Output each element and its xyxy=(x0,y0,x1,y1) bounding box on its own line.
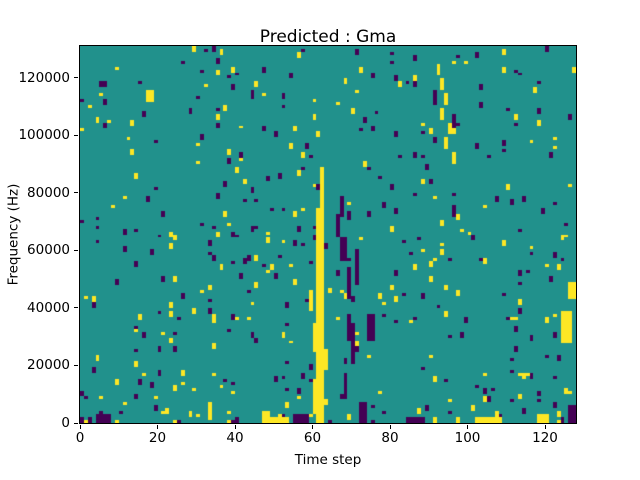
heatmap-plot-area xyxy=(79,45,577,424)
x-tick-label: 60 xyxy=(303,430,322,446)
x-tick-label: 20 xyxy=(148,430,167,446)
x-tick-mark xyxy=(544,425,546,429)
y-tick-label: 40000 xyxy=(27,299,70,316)
x-tick-mark xyxy=(312,425,313,429)
x-axis-label: Time step xyxy=(294,452,362,468)
y-tick-mark xyxy=(74,364,78,366)
y-tick-mark xyxy=(74,249,78,251)
chart-title: Predicted : Gma xyxy=(259,27,397,47)
y-tick-label: 80000 xyxy=(27,184,70,201)
y-tick-mark xyxy=(74,134,78,136)
y-tick-label: 20000 xyxy=(27,357,70,374)
x-tick-label: 40 xyxy=(226,430,244,446)
x-tick-label: 80 xyxy=(381,430,399,446)
x-tick-label: 120 xyxy=(532,430,558,446)
y-tick-mark xyxy=(74,422,78,424)
y-tick-label: 0 xyxy=(61,415,70,431)
x-tick-mark xyxy=(389,425,391,429)
y-tick-mark xyxy=(74,307,78,309)
y-tick-label: 120000 xyxy=(18,69,70,86)
x-tick-mark xyxy=(79,425,81,429)
x-tick-label: 0 xyxy=(75,430,85,446)
y-tick-mark xyxy=(74,192,78,194)
x-tick-mark xyxy=(467,425,468,429)
y-tick-label: 100000 xyxy=(18,127,70,144)
y-tick-mark xyxy=(74,77,78,79)
y-tick-label: 60000 xyxy=(27,242,70,259)
x-tick-mark xyxy=(234,425,236,429)
x-tick-label: 100 xyxy=(454,430,481,446)
x-tick-mark xyxy=(157,425,158,429)
heatmap-canvas xyxy=(80,46,576,423)
